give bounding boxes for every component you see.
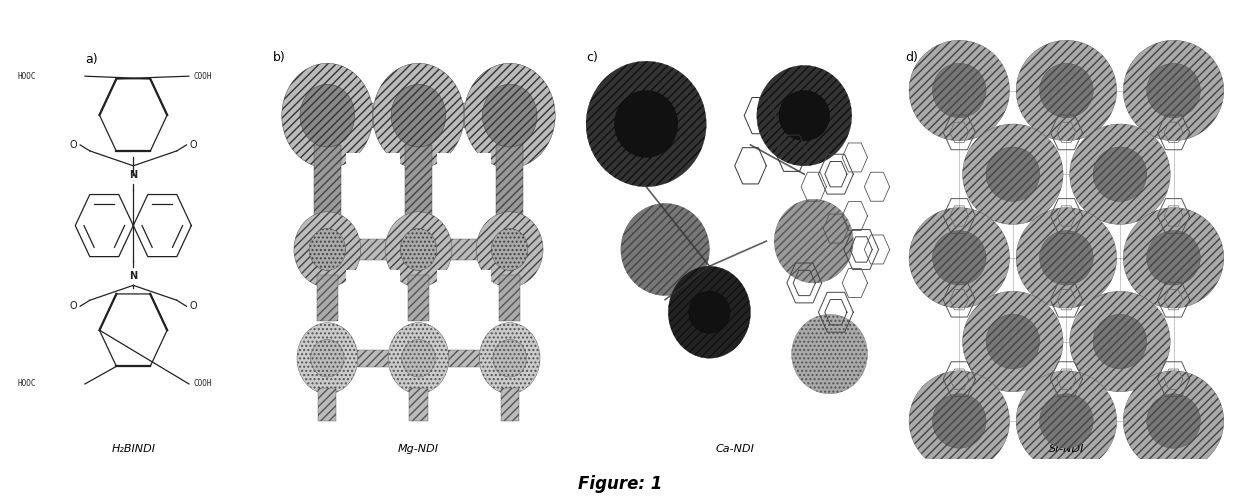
Bar xyxy=(434,239,495,260)
Ellipse shape xyxy=(621,204,709,295)
Ellipse shape xyxy=(464,64,556,168)
Ellipse shape xyxy=(494,339,526,377)
Ellipse shape xyxy=(300,84,355,147)
Ellipse shape xyxy=(1039,394,1094,448)
Bar xyxy=(496,145,523,216)
Bar xyxy=(434,350,495,366)
Ellipse shape xyxy=(1123,371,1224,471)
Ellipse shape xyxy=(962,291,1063,392)
Text: COOH: COOH xyxy=(193,380,212,389)
Bar xyxy=(342,239,403,260)
Text: Figure: 1: Figure: 1 xyxy=(578,475,662,493)
Ellipse shape xyxy=(373,64,464,168)
Ellipse shape xyxy=(1039,231,1094,285)
Text: c): c) xyxy=(587,51,598,64)
Bar xyxy=(342,103,403,128)
Bar xyxy=(436,153,491,212)
Ellipse shape xyxy=(1147,64,1200,118)
Text: H₂BINDI: H₂BINDI xyxy=(112,445,155,455)
Ellipse shape xyxy=(402,339,435,377)
Ellipse shape xyxy=(479,323,541,394)
Ellipse shape xyxy=(1017,208,1117,308)
Text: b): b) xyxy=(273,51,285,64)
Ellipse shape xyxy=(1070,124,1171,224)
Bar xyxy=(434,103,495,128)
Text: N: N xyxy=(129,170,138,180)
Ellipse shape xyxy=(309,229,346,270)
Ellipse shape xyxy=(1147,394,1200,448)
Text: Mg-NDI: Mg-NDI xyxy=(398,445,439,455)
Text: N: N xyxy=(129,271,138,281)
Bar xyxy=(408,275,429,321)
Ellipse shape xyxy=(401,229,436,270)
Bar xyxy=(436,270,491,329)
Ellipse shape xyxy=(774,199,853,283)
Ellipse shape xyxy=(668,266,750,358)
Bar xyxy=(314,145,341,216)
Ellipse shape xyxy=(615,91,678,157)
Text: O: O xyxy=(69,140,77,150)
Ellipse shape xyxy=(986,147,1039,202)
Ellipse shape xyxy=(909,371,1009,471)
Ellipse shape xyxy=(1039,64,1094,118)
Bar xyxy=(409,388,428,421)
Ellipse shape xyxy=(298,323,358,394)
Bar xyxy=(501,388,518,421)
Ellipse shape xyxy=(932,394,986,448)
Bar xyxy=(316,275,339,321)
Bar xyxy=(342,350,403,366)
Bar xyxy=(404,145,433,216)
Ellipse shape xyxy=(932,64,986,118)
Text: Sr-NDI: Sr-NDI xyxy=(1049,445,1084,455)
Ellipse shape xyxy=(1017,371,1117,471)
Text: a): a) xyxy=(84,53,98,66)
Text: O: O xyxy=(69,301,77,311)
Ellipse shape xyxy=(482,84,537,147)
Ellipse shape xyxy=(1094,314,1147,369)
Ellipse shape xyxy=(391,84,446,147)
Ellipse shape xyxy=(388,323,449,394)
Ellipse shape xyxy=(756,66,852,166)
Ellipse shape xyxy=(962,124,1063,224)
Ellipse shape xyxy=(281,64,373,168)
Bar xyxy=(319,388,336,421)
Ellipse shape xyxy=(1123,208,1224,308)
Ellipse shape xyxy=(986,314,1039,369)
Ellipse shape xyxy=(294,212,361,287)
Ellipse shape xyxy=(1094,147,1147,202)
Ellipse shape xyxy=(909,40,1009,141)
Text: HOOC: HOOC xyxy=(17,72,36,81)
Ellipse shape xyxy=(932,231,986,285)
Text: HOOC: HOOC xyxy=(17,380,36,389)
Ellipse shape xyxy=(791,314,868,394)
Ellipse shape xyxy=(476,212,543,287)
Bar xyxy=(346,270,401,329)
Bar xyxy=(498,275,521,321)
Ellipse shape xyxy=(311,339,343,377)
Ellipse shape xyxy=(491,229,528,270)
Text: d): d) xyxy=(905,51,919,64)
Text: O: O xyxy=(190,301,197,311)
Ellipse shape xyxy=(1017,40,1117,141)
Text: COOH: COOH xyxy=(193,72,212,81)
Ellipse shape xyxy=(779,91,830,141)
Text: O: O xyxy=(190,140,197,150)
Ellipse shape xyxy=(587,61,707,187)
Ellipse shape xyxy=(1070,291,1171,392)
Ellipse shape xyxy=(689,291,730,333)
Ellipse shape xyxy=(1123,40,1224,141)
Text: Ca-NDI: Ca-NDI xyxy=(715,445,754,455)
Ellipse shape xyxy=(1147,231,1200,285)
Bar xyxy=(346,153,401,212)
Ellipse shape xyxy=(386,212,451,287)
Ellipse shape xyxy=(909,208,1009,308)
